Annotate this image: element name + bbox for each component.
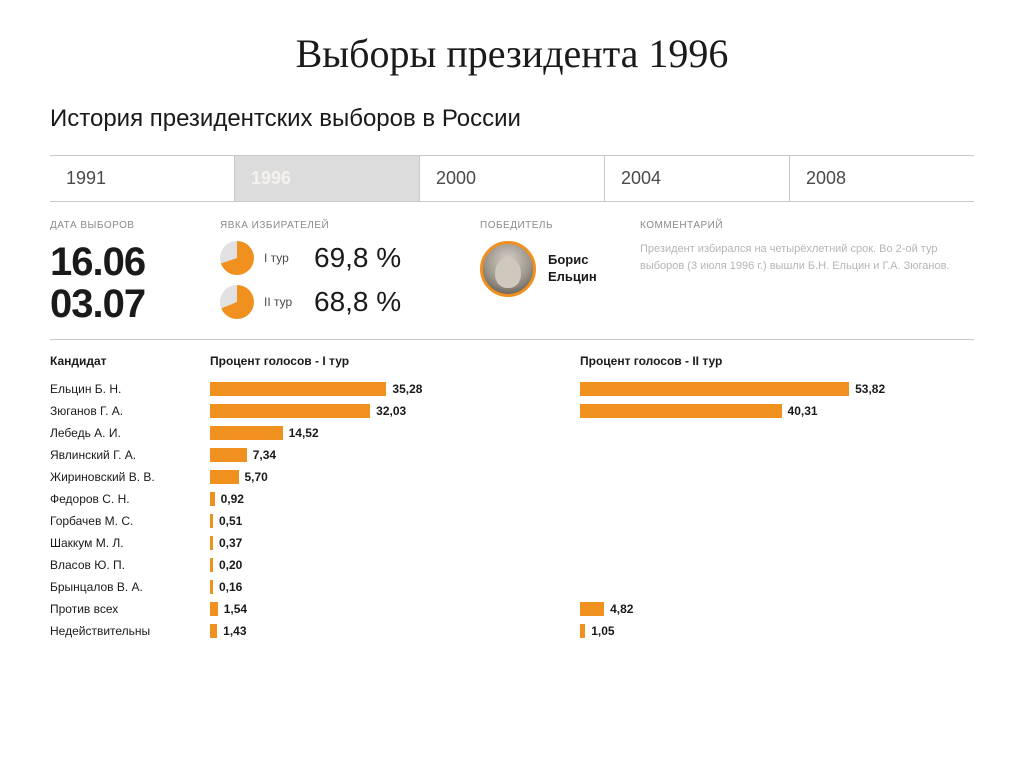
bar-value-round1: 35,28 bbox=[392, 382, 422, 396]
winner-label: ПОБЕДИТЕЛЬ bbox=[480, 220, 616, 231]
bar-value-round2: 1,05 bbox=[591, 624, 614, 638]
col-header-candidate: Кандидат bbox=[50, 354, 210, 378]
election-date-1: 16.06 bbox=[50, 241, 196, 283]
bar-value-round1: 0,16 bbox=[219, 580, 242, 594]
bar-value-round1: 0,20 bbox=[219, 558, 242, 572]
winner-name-line: Борис bbox=[548, 252, 597, 269]
candidate-name: Жириновский В. В. bbox=[50, 470, 155, 484]
bar-value-round2: 40,31 bbox=[788, 404, 818, 418]
candidate-name: Ельцин Б. Н. bbox=[50, 382, 121, 396]
bar-value-round2: 4,82 bbox=[610, 602, 633, 616]
turnout-row: I тур 69,8 % bbox=[220, 241, 456, 275]
turnout-label: ЯВКА ИЗБИРАТЕЛЕЙ bbox=[220, 220, 456, 231]
col-header-round1: Процент голосов - I тур bbox=[210, 354, 580, 378]
bar-round1 bbox=[210, 602, 218, 616]
page-subtitle: История президентских выборов в России bbox=[50, 105, 974, 133]
bar-round1 bbox=[210, 492, 215, 506]
turnout-row: II тур 68,8 % bbox=[220, 285, 456, 319]
date-label: ДАТА ВЫБОРОВ bbox=[50, 220, 196, 231]
candidate-name: Шаккум М. Л. bbox=[50, 536, 124, 550]
year-tabs: 19911996200020042008 bbox=[50, 155, 974, 202]
candidate-name: Недействительны bbox=[50, 624, 150, 638]
bar-value-round1: 0,92 bbox=[221, 492, 244, 506]
col-header-round2: Процент голосов - II тур bbox=[580, 354, 950, 378]
election-date-2: 03.07 bbox=[50, 283, 196, 325]
candidate-name: Зюганов Г. А. bbox=[50, 404, 123, 418]
bar-round1 bbox=[210, 624, 217, 638]
bar-value-round1: 1,43 bbox=[223, 624, 246, 638]
bar-value-round1: 0,37 bbox=[219, 536, 242, 550]
candidate-name: Лебедь А. И. bbox=[50, 426, 121, 440]
winner-name: Борис Ельцин bbox=[548, 252, 597, 286]
bar-round1 bbox=[210, 470, 239, 484]
bar-round1 bbox=[210, 404, 370, 418]
tour-label: I тур bbox=[264, 251, 304, 265]
year-tab-2000[interactable]: 2000 bbox=[420, 156, 605, 201]
bar-round1 bbox=[210, 382, 386, 396]
candidate-name: Брынцалов В. А. bbox=[50, 580, 143, 594]
turnout-pie-icon bbox=[220, 241, 254, 275]
turnout-percent: 69,8 % bbox=[314, 242, 401, 274]
year-tab-2008[interactable]: 2008 bbox=[790, 156, 974, 201]
comment-label: КОММЕНТАРИЙ bbox=[640, 220, 950, 231]
candidate-name: Власов Ю. П. bbox=[50, 558, 125, 572]
year-tab-1991[interactable]: 1991 bbox=[50, 156, 235, 201]
turnout-pie-icon bbox=[220, 285, 254, 319]
bar-round2 bbox=[580, 602, 604, 616]
winner-avatar bbox=[480, 241, 536, 297]
page-title: Выборы президента 1996 bbox=[50, 30, 974, 77]
bar-round2 bbox=[580, 382, 849, 396]
bar-round1 bbox=[210, 558, 213, 572]
bar-round1 bbox=[210, 580, 213, 594]
bar-round2 bbox=[580, 624, 585, 638]
bar-value-round2: 53,82 bbox=[855, 382, 885, 396]
bar-value-round1: 7,34 bbox=[253, 448, 276, 462]
candidate-name: Против всех bbox=[50, 602, 118, 616]
bar-round1 bbox=[210, 536, 213, 550]
comment-text: Президент избирался на четырёхлетний сро… bbox=[640, 241, 950, 274]
bar-value-round1: 1,54 bbox=[224, 602, 247, 616]
year-tab-1996[interactable]: 1996 bbox=[235, 156, 420, 201]
bar-value-round1: 5,70 bbox=[245, 470, 268, 484]
bar-value-round1: 32,03 bbox=[376, 404, 406, 418]
candidate-name: Горбачев М. С. bbox=[50, 514, 133, 528]
bar-round1 bbox=[210, 514, 213, 528]
bar-round1 bbox=[210, 448, 247, 462]
stats-row: ДАТА ВЫБОРОВ 16.06 03.07 ЯВКА ИЗБИРАТЕЛЕ… bbox=[50, 202, 974, 340]
bar-value-round1: 0,51 bbox=[219, 514, 242, 528]
candidate-name: Явлинский Г. А. bbox=[50, 448, 136, 462]
candidate-name: Федоров С. Н. bbox=[50, 492, 130, 506]
turnout-percent: 68,8 % bbox=[314, 286, 401, 318]
winner-name-line: Ельцин bbox=[548, 269, 597, 286]
results-chart: Кандидат Ельцин Б. Н. Зюганов Г. А. Лебедь… bbox=[50, 340, 974, 642]
bar-round2 bbox=[580, 404, 782, 418]
bar-round1 bbox=[210, 426, 283, 440]
tour-label: II тур bbox=[264, 295, 304, 309]
bar-value-round1: 14,52 bbox=[289, 426, 319, 440]
year-tab-2004[interactable]: 2004 bbox=[605, 156, 790, 201]
